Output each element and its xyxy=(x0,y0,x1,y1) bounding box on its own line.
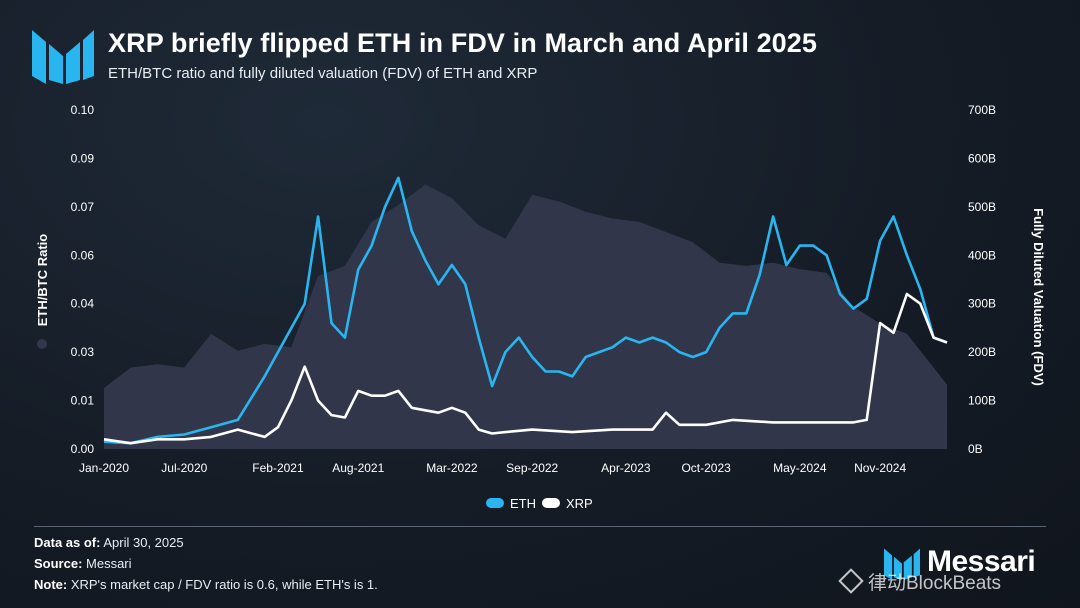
footer-data-as-of: Data as of: April 30, 2025 xyxy=(34,535,184,550)
legend-label-xrp: XRP xyxy=(566,496,593,511)
legend-label-eth: ETH xyxy=(510,496,536,511)
watermark-text: 律动BlockBeats xyxy=(868,573,1002,594)
left-axis-label: ETH/BTC Ratio xyxy=(35,234,50,327)
series-line-xrp xyxy=(103,292,948,445)
series-line-eth xyxy=(103,176,948,445)
left-axis: 0.00 0.01 0.03 0.04 0.06 0.07 0.09 0.10 xyxy=(71,103,95,456)
right-tick-label: 0B xyxy=(968,442,983,456)
left-tick-label: 0.09 xyxy=(71,151,95,165)
right-tick-label: 100B xyxy=(968,394,996,408)
left-tick-label: 0.07 xyxy=(71,200,95,214)
x-tick-label: Sep-2022 xyxy=(506,461,558,475)
watermark-icon xyxy=(838,568,864,594)
series-area-eth-btc-ratio xyxy=(104,184,948,449)
messari-logo-icon xyxy=(32,30,94,84)
x-tick-label: Oct-2023 xyxy=(681,461,731,475)
legend: ETH XRP xyxy=(486,496,593,511)
watermark: 律动BlockBeats xyxy=(838,568,1002,595)
left-tick-label: 0.06 xyxy=(71,248,95,262)
chart-subtitle: ETH/BTC ratio and fully diluted valuatio… xyxy=(108,65,538,82)
x-tick-label: Apr-2023 xyxy=(601,461,651,475)
right-tick-label: 300B xyxy=(968,297,996,311)
data-as-of-label: Data as of: xyxy=(34,535,101,550)
note-value: XRP's market cap / FDV ratio is 0.6, whi… xyxy=(67,577,378,592)
right-tick-label: 400B xyxy=(968,248,996,262)
left-tick-label: 0.04 xyxy=(71,297,95,311)
messari-brand-icon xyxy=(884,548,920,580)
note-label: Note: xyxy=(34,577,68,592)
x-axis: Jan-2020 Jul-2020 Feb-2021 Aug-2021 Mar-2022… xyxy=(79,461,906,475)
x-tick-label: Jul-2020 xyxy=(161,461,207,475)
source-value: Messari xyxy=(82,556,132,571)
chart: 0.00 0.01 0.03 0.04 0.06 0.07 0.09 0.10 0B 100B 2… xyxy=(35,103,1046,511)
right-tick-label: 500B xyxy=(968,200,996,214)
right-axis-label: Fully Diluted Valuation (FDV) xyxy=(1031,208,1046,386)
footer-divider xyxy=(34,526,1046,527)
legend-swatch-xrp xyxy=(542,498,560,508)
x-tick-label: Nov-2024 xyxy=(854,461,906,475)
source-label: Source: xyxy=(34,556,83,571)
ratio-area-layer xyxy=(104,184,948,449)
legend-swatch-eth xyxy=(486,498,504,508)
chart-title: XRP briefly flipped ETH in FDV in March … xyxy=(108,28,818,58)
right-tick-label: 600B xyxy=(968,151,996,165)
left-tick-label: 0.10 xyxy=(71,103,95,117)
left-tick-label: 0.00 xyxy=(71,442,95,456)
footer-source: Source: Messari xyxy=(34,556,132,571)
x-tick-label: Mar-2022 xyxy=(426,461,478,475)
x-tick-label: Aug-2021 xyxy=(332,461,384,475)
footer-note: Note: XRP's market cap / FDV ratio is 0.… xyxy=(34,577,378,592)
fdv-lines-layer xyxy=(103,176,948,445)
x-tick-label: Feb-2021 xyxy=(252,461,304,475)
right-tick-label: 200B xyxy=(968,345,996,359)
brand-name: Messari xyxy=(927,545,1036,578)
x-tick-label: Jan-2020 xyxy=(79,461,129,475)
right-tick-label: 700B xyxy=(968,103,996,117)
left-tick-label: 0.03 xyxy=(71,345,95,359)
left-axis-legend-swatch xyxy=(37,339,47,349)
x-tick-label: May-2024 xyxy=(773,461,827,475)
left-tick-label: 0.01 xyxy=(71,394,95,408)
data-as-of-value: April 30, 2025 xyxy=(100,535,184,550)
right-axis: 0B 100B 200B 300B 400B 500B 600B 700B xyxy=(968,103,996,456)
